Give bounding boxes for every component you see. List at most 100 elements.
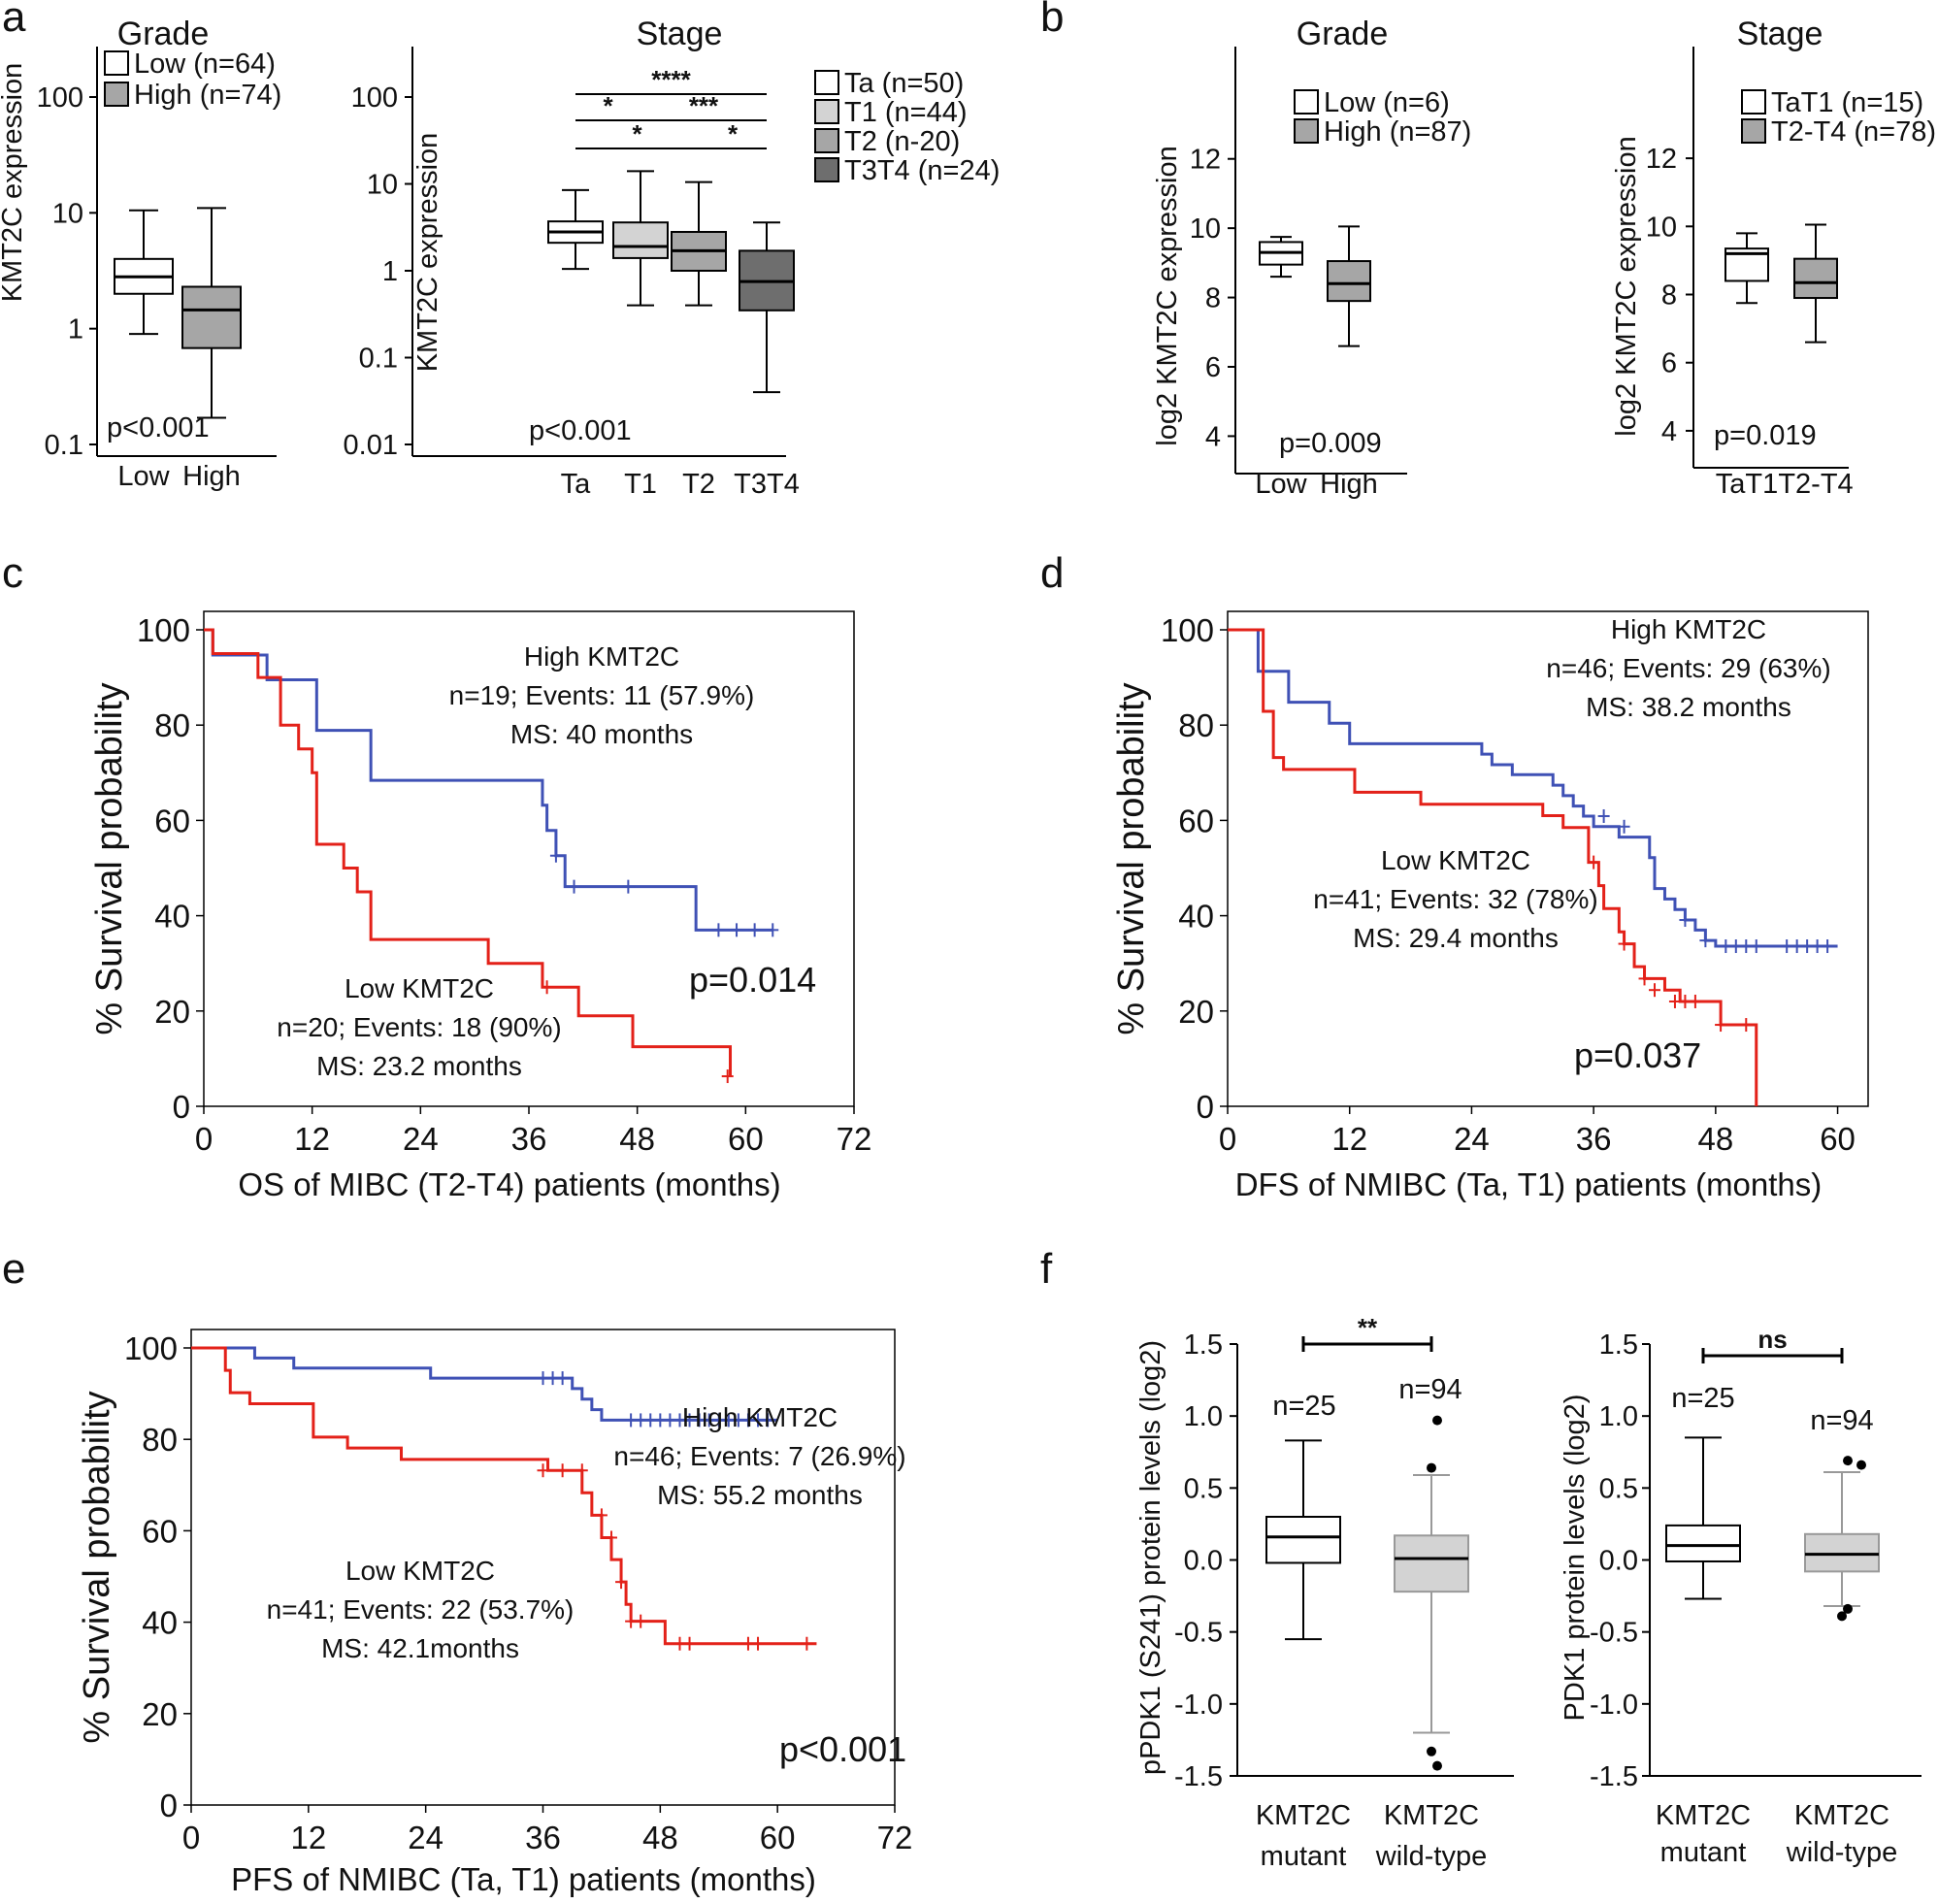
y-axis-label: KMT2C expression <box>412 133 443 373</box>
y-tick-label: 4 <box>1661 416 1677 447</box>
legend-swatch <box>104 82 129 107</box>
y-tick-label: 80 <box>154 707 190 743</box>
box-iqr <box>1793 257 1838 300</box>
y-axis-label: % Survival probability <box>1111 682 1152 1034</box>
y-tick-label: 20 <box>154 994 190 1030</box>
y-tick-label: 1 <box>382 256 398 287</box>
p-value-label: p=0.019 <box>1714 420 1817 451</box>
significance-label: ns <box>1757 1325 1787 1354</box>
y-tick-label: 1 <box>68 314 83 345</box>
legend-label: T1 (n=44) <box>844 97 968 128</box>
legend-swatch <box>1294 118 1319 144</box>
x-tick-label: 36 <box>511 1121 547 1157</box>
significance-label: *** <box>689 91 719 120</box>
x-tick-label: KMT2C <box>1384 1800 1479 1831</box>
y-tick-label: 60 <box>154 803 190 838</box>
y-axis-label: PDK1 protein levels (log2) <box>1560 1395 1591 1722</box>
x-axis-label: OS of MIBC (T2-T4) patients (months) <box>238 1166 780 1202</box>
x-tick-label: Low <box>117 461 170 492</box>
km-curve-high <box>204 628 773 932</box>
x-tick-label: TaT1 <box>1716 469 1778 500</box>
legend-label: Ta (n=50) <box>844 68 964 99</box>
x-tick-label: 48 <box>619 1121 655 1157</box>
x-tick-label: mutant <box>1660 1837 1747 1868</box>
chart-title: Stage <box>1737 16 1823 52</box>
y-tick-label: 40 <box>154 899 190 935</box>
series-annotation: MS: 38.2 months <box>1586 692 1791 722</box>
x-tick-label: 72 <box>837 1121 872 1157</box>
x-tick-label: T1 <box>624 469 657 500</box>
km-curve-high <box>1228 628 1838 948</box>
y-axis-label: % Survival probability <box>89 682 130 1034</box>
legend-swatch <box>104 50 129 76</box>
y-tick-label: -0.5 <box>1174 1618 1223 1649</box>
y-tick-label: 0.1 <box>359 344 398 375</box>
outlier-point <box>1427 1462 1436 1473</box>
series-annotation: MS: 23.2 months <box>316 1051 522 1081</box>
outlier-point <box>1837 1611 1847 1622</box>
chart-c-os: 0 12 24 36 48 60 72 0 20 40 60 80 100% Survival prob… <box>89 610 872 1202</box>
box-iqr <box>1327 260 1371 303</box>
x-tick-label: 72 <box>877 1820 913 1855</box>
x-tick-label: Low <box>1255 469 1307 500</box>
x-tick-label: 60 <box>760 1820 796 1855</box>
x-tick-label: 48 <box>642 1820 678 1855</box>
series-annotation: n=41; Events: 22 (53.7%) <box>267 1594 575 1625</box>
chart-b-grade: Grade 12 10 8 6 4 log2 KMT2C expression Low High… <box>1152 16 1471 500</box>
panel-letter-c: c <box>2 549 23 597</box>
legend-swatch <box>814 99 839 124</box>
x-tick-label: T2 <box>682 469 715 500</box>
x-tick-label: 0 <box>1219 1121 1236 1157</box>
legend-swatch <box>814 157 839 182</box>
x-tick-label: T3T4 <box>734 469 800 500</box>
y-tick-label: 100 <box>351 82 398 114</box>
y-tick-label: 1.0 <box>1184 1401 1223 1432</box>
chart-f-ppdk1: 1.5 1.0 0.5 0.0 -0.5 -1.0 -1.5 pPDK1 (S241) pro… <box>1135 1313 1514 1872</box>
panel-letter-d: d <box>1040 549 1064 597</box>
series-annotation: Low KMT2C <box>345 973 494 1003</box>
y-tick-label: 0 <box>1197 1089 1214 1125</box>
y-axis-label: % Survival probability <box>77 1391 117 1743</box>
y-tick-label: -0.5 <box>1590 1618 1638 1649</box>
legend-label: High (n=87) <box>1324 116 1471 148</box>
legend-label: Low (n=6) <box>1324 87 1450 118</box>
legend-label: T2-T4 (n=78) <box>1771 116 1936 148</box>
x-axis-label: DFS of NMIBC (Ta, T1) patients (months) <box>1235 1166 1823 1202</box>
legend-label: TaT1 (n=15) <box>1771 87 1923 118</box>
y-tick-label: 0.0 <box>1599 1546 1638 1577</box>
km-curve-low <box>204 628 733 1077</box>
y-tick-label: 1.5 <box>1184 1330 1223 1361</box>
y-tick-label: 6 <box>1661 348 1677 379</box>
x-tick-label: 24 <box>1454 1121 1490 1157</box>
y-tick-label: 60 <box>1178 803 1214 838</box>
panel-letter-f: f <box>1040 1245 1053 1293</box>
x-axis-label: PFS of NMIBC (Ta, T1) patients (months) <box>231 1861 816 1897</box>
y-tick-label: 100 <box>124 1330 178 1366</box>
legend-swatch <box>814 70 839 95</box>
n-label: n=94 <box>1398 1374 1462 1405</box>
y-tick-label: 60 <box>142 1513 178 1549</box>
series-annotation: High KMT2C <box>682 1402 838 1432</box>
y-axis-label: KMT2C expression <box>0 63 28 303</box>
y-tick-label: 6 <box>1205 352 1221 383</box>
y-axis-label: log2 KMT2C expression <box>1611 136 1642 436</box>
legend-label: T2 (n-20) <box>844 126 960 157</box>
chart-title: Grade <box>117 16 210 52</box>
x-tick-label: wild-type <box>1786 1837 1897 1868</box>
y-tick-label: 0.1 <box>45 430 83 461</box>
series-annotation: n=20; Events: 18 (90%) <box>277 1012 561 1042</box>
y-tick-label: 12 <box>1646 144 1677 175</box>
x-tick-label: Ta <box>561 469 592 500</box>
x-tick-label: 24 <box>408 1820 443 1855</box>
p-value-label: p<0.001 <box>779 1729 906 1769</box>
chart-title: Stage <box>637 16 723 52</box>
significance-label: * <box>603 91 613 120</box>
legend-swatch <box>814 128 839 153</box>
series-annotation: Low KMT2C <box>1381 845 1530 875</box>
y-tick-label: 0.0 <box>1184 1546 1223 1577</box>
series-annotation: High KMT2C <box>1611 614 1766 644</box>
x-tick-label: KMT2C <box>1656 1800 1751 1831</box>
x-tick-label: T2-T4 <box>1778 469 1853 500</box>
box-iqr <box>1394 1534 1469 1593</box>
